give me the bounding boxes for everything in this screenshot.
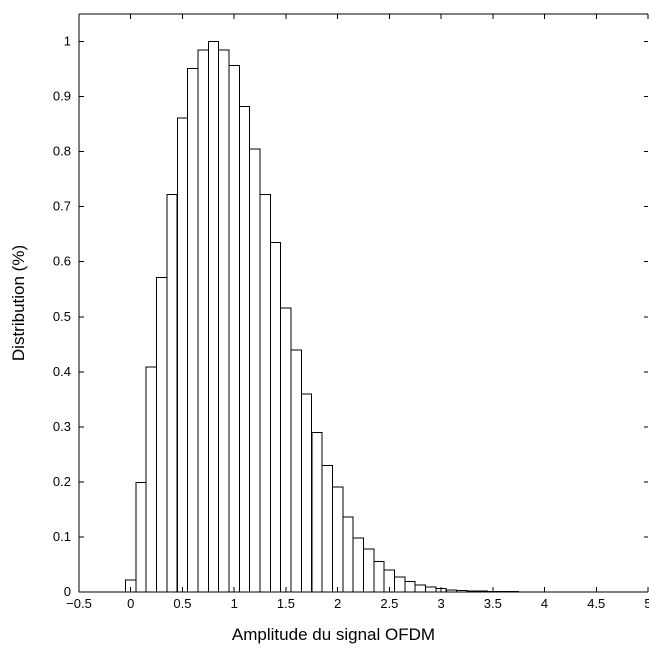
histogram-bar [187, 68, 199, 593]
y-tick-label: 0.4 [53, 364, 71, 379]
x-axis-title: Amplitude du signal OFDM [232, 625, 435, 644]
histogram-bar [342, 516, 354, 593]
histogram-bar [352, 537, 365, 593]
histogram-bar [249, 148, 261, 593]
y-tick-label: 0.7 [53, 199, 71, 214]
histogram-bar [300, 393, 313, 593]
histogram-bar [238, 106, 251, 593]
histogram-bar [176, 117, 189, 593]
y-ticks-group: 0 0.1 0.2 0.3 0.4 0.5 0.6 0.7 0.8 0.9 1 [53, 34, 648, 599]
histogram-bar [280, 307, 292, 593]
y-tick-label: 1 [64, 34, 71, 49]
histogram-bar [290, 349, 302, 593]
histogram-bar [404, 581, 416, 593]
histogram-bar [321, 464, 333, 593]
y-axis-title: Distribution (%) [9, 245, 28, 361]
histogram-bar [394, 576, 406, 593]
x-tick-label: 3.5 [484, 596, 502, 611]
histogram-bar [425, 586, 437, 593]
x-tick-label: 4.5 [587, 596, 605, 611]
histogram-bar [311, 431, 323, 593]
x-tick-label: 1.5 [277, 596, 295, 611]
histogram-bar [414, 584, 427, 593]
histogram-bar [166, 194, 178, 593]
y-tick-label: 0.8 [53, 144, 71, 159]
y-tick-label: 0.3 [53, 419, 71, 434]
histogram-bar [373, 561, 385, 593]
y-tick-label: 0.6 [53, 254, 71, 269]
x-ticks-group: −0.5 0 0.5 1 1.5 2 2.5 3 3.5 4 4.5 5 [66, 14, 649, 611]
histogram-bar [145, 366, 157, 593]
y-tick-label: 0.1 [53, 529, 71, 544]
x-tick-label: 5 [644, 596, 649, 611]
y-tick-label: 0.2 [53, 474, 71, 489]
x-tick-label: 1 [231, 596, 238, 611]
y-tick-label: 0 [64, 584, 71, 599]
axes-frame [78, 13, 648, 593]
histogram-bar [259, 194, 271, 593]
histogram-bar [363, 548, 375, 593]
x-tick-label: 0.5 [173, 596, 191, 611]
bars-group [125, 41, 602, 593]
x-tick-label: 0 [127, 596, 134, 611]
histogram-bar [156, 277, 168, 593]
y-tick-label: 0.9 [53, 89, 71, 104]
histogram-bar [269, 241, 282, 593]
histogram-bar [207, 41, 220, 593]
x-tick-label: 2 [334, 596, 341, 611]
histogram-bar [218, 49, 230, 593]
histogram-bar [228, 65, 240, 593]
histogram-bar [332, 486, 344, 593]
x-tick-label: −0.5 [66, 596, 92, 611]
y-tick-label: 0.5 [53, 309, 71, 324]
histogram-bar [197, 49, 209, 593]
x-tick-label: 3 [437, 596, 444, 611]
x-tick-label: 4 [541, 596, 548, 611]
histogram-bar [135, 482, 147, 593]
x-tick-label: 2.5 [380, 596, 398, 611]
